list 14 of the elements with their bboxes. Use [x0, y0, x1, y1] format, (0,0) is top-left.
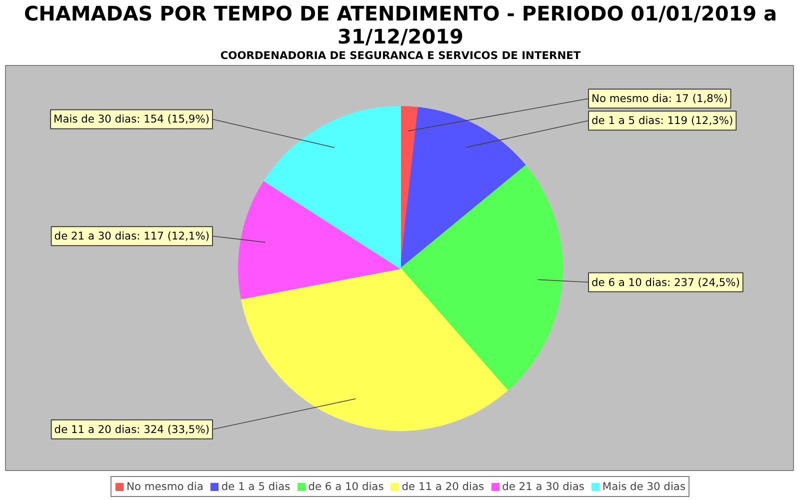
chart-title: CHAMADAS POR TEMPO DE ATENDIMENTO - PERIODO 01/01/2019 a 31/12/2019 — [24, 2, 778, 48]
data-label: de 11 a 20 dias: 324 (33,5%) — [54, 422, 210, 436]
data-label: No mesmo dia: 17 (1,8%) — [592, 92, 728, 106]
legend-label: de 1 a 5 dias — [221, 480, 290, 493]
legend-label: de 21 a 30 dias — [502, 480, 584, 493]
data-label: de 6 a 10 dias: 237 (24,5%) — [592, 276, 740, 289]
legend-label: No mesmo dia — [126, 480, 204, 493]
legend-label: de 11 a 20 dias — [402, 480, 484, 493]
data-label: Mais de 30 dias: 154 (15,9%) — [54, 112, 210, 126]
data-label: de 1 a 5 dias: 119 (12,3%) — [592, 114, 734, 128]
legend-label: Mais de 30 dias — [602, 480, 686, 493]
legend-label: de 6 a 10 dias — [308, 480, 384, 493]
data-label: de 21 a 30 dias: 117 (12,1%) — [54, 230, 210, 243]
chart-subtitle: COORDENADORIA DE SEGURANCA E SERVICOS DE INTERNET — [220, 49, 582, 62]
